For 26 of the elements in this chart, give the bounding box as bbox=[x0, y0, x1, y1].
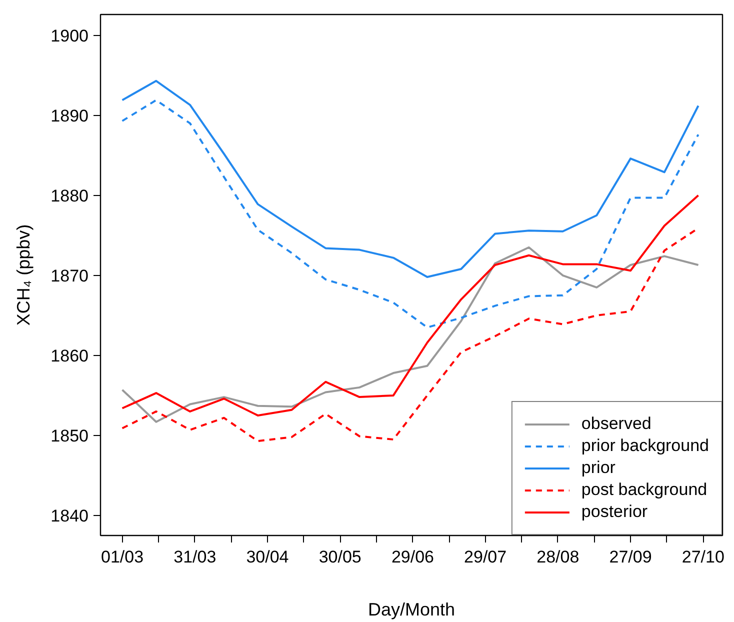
line-series bbox=[121, 80, 700, 278]
legend-label: post background bbox=[581, 480, 708, 500]
x-axis-title: Day/Month bbox=[368, 600, 456, 620]
x-tick-label: 01/03 bbox=[101, 548, 144, 566]
x-tick-label: 31/03 bbox=[174, 548, 216, 566]
x-tick-label: 28/08 bbox=[536, 548, 580, 566]
y-tick-label: 1890 bbox=[50, 106, 89, 126]
legend-label: prior background bbox=[581, 436, 709, 456]
x-tick-label: 30/05 bbox=[318, 548, 362, 566]
x-tick-label: 27/09 bbox=[609, 548, 652, 566]
legend-label: posterior bbox=[581, 502, 648, 522]
x-tick-label: 30/04 bbox=[246, 548, 289, 566]
legend-label: prior bbox=[581, 458, 616, 478]
x-tick-label: 27/10 bbox=[682, 548, 724, 566]
y-tick-label: 1860 bbox=[50, 346, 89, 366]
legend-label: observed bbox=[581, 414, 652, 434]
y-tick-label: 1880 bbox=[50, 186, 89, 206]
y-tick-label: 1900 bbox=[50, 26, 89, 46]
y-tick-label: 1840 bbox=[50, 506, 89, 526]
x-tick-label: 29/06 bbox=[391, 548, 434, 566]
y-tick-label: 1870 bbox=[50, 266, 89, 286]
line-series bbox=[121, 194, 700, 416]
line-series bbox=[121, 99, 700, 328]
x-tick-label: 29/07 bbox=[464, 548, 507, 566]
y-tick-label: 1850 bbox=[50, 426, 89, 446]
y-axis-title: XCH₄ (ppbv) bbox=[14, 224, 34, 326]
